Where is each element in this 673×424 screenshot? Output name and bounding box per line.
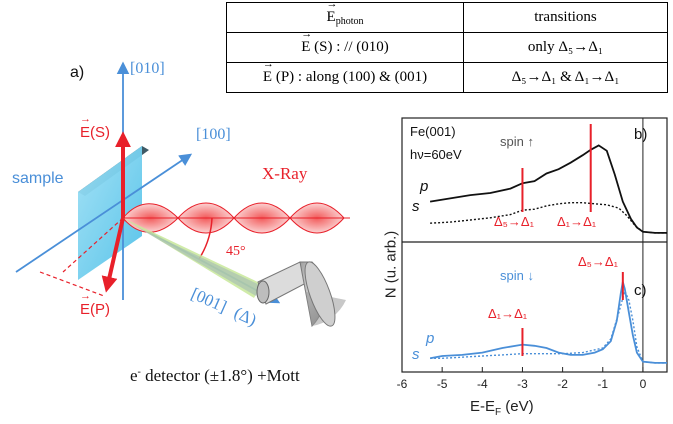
electron-detector xyxy=(256,261,346,328)
series-p-panel-b xyxy=(429,144,667,234)
polarization-cell: (P) : along (100) & (001) xyxy=(275,69,428,85)
curve-p-label-b: p xyxy=(420,178,429,195)
e-s-text: (S) xyxy=(90,124,111,141)
vector-symbol: E xyxy=(263,58,272,86)
detector-cone-shadow xyxy=(135,226,262,296)
x-tick-label: -3 xyxy=(517,377,528,391)
x-tick-label: -1 xyxy=(597,377,608,391)
geometry-diagram xyxy=(15,61,350,328)
x-axis-unit: (eV) xyxy=(501,398,534,415)
detector-prefix: e xyxy=(130,366,138,385)
vector-symbol: E xyxy=(327,0,336,26)
detector-text: detector (±1.8°) +Mott xyxy=(140,366,300,385)
sample-name-label: Fe(001) xyxy=(410,124,456,139)
x-tick-label: 0 xyxy=(640,377,647,391)
detector-sup: - xyxy=(137,366,141,378)
curve-p-label-c: p xyxy=(426,330,435,347)
table-row: E (P) : along (100) & (001) Δ₅→Δ₁ & Δ₁→Δ… xyxy=(226,58,668,93)
series-s-panel-c xyxy=(430,288,667,364)
e-s-label: E(S) xyxy=(80,113,111,141)
transition-cell: Δ₅→Δ₁ & Δ₁→Δ₁ xyxy=(463,62,668,93)
table-header-transitions: transitions xyxy=(463,2,668,33)
curve-s-label-b: s xyxy=(412,198,420,215)
xray-label: X-Ray xyxy=(262,164,308,183)
spin-up-label: spin ↑ xyxy=(500,134,534,149)
sample-plate xyxy=(78,146,142,280)
vector-symbol: E xyxy=(301,28,310,56)
annotation-c-1: Δ₁→Δ₁ xyxy=(488,306,528,321)
x-axis-sub: F xyxy=(495,407,502,418)
transition-cell: only Δ₅→Δ₁ xyxy=(463,32,668,63)
table-header-row: Ephoton transitions xyxy=(226,0,668,33)
annotation-b-1: Δ₅→Δ₁ xyxy=(494,214,534,229)
spin-down-label: spin ↓ xyxy=(500,268,534,283)
xray-wave xyxy=(122,202,350,234)
transitions-table: Ephoton transitions E (S) : // (010) onl… xyxy=(226,0,668,93)
vector-symbol: E xyxy=(80,113,90,141)
e-p-vector xyxy=(101,217,125,293)
axis-100-line xyxy=(15,153,193,273)
polarization-cell: (S) : // (010) xyxy=(314,39,389,55)
x-axis-text: E-E xyxy=(470,398,496,415)
angle-label: 45° xyxy=(226,244,246,259)
panel-label-a: a) xyxy=(70,64,85,81)
table-header-field: Ephoton xyxy=(226,0,464,33)
sample-label: sample xyxy=(12,170,64,187)
projection-line xyxy=(39,271,105,297)
annotation-b-2: Δ₁→Δ₁ xyxy=(557,214,597,229)
series-p-panel-c xyxy=(429,281,667,364)
e-p-label: E(P) xyxy=(80,290,111,318)
x-tick-label: -4 xyxy=(477,377,488,391)
series-s-panel-b xyxy=(430,202,667,234)
y-axis-label: N (u. arb.) xyxy=(382,230,400,299)
vector-symbol: E xyxy=(80,290,90,318)
e-p-text: (P) xyxy=(90,301,111,318)
curve-s-label-c: s xyxy=(412,346,420,363)
x-axis-label: E-EF (eV) xyxy=(470,398,534,418)
axis-100-label: [100] xyxy=(196,126,231,143)
subscript: photon xyxy=(335,15,364,27)
panel-b-label: b) xyxy=(634,126,648,143)
panel-c-label: c) xyxy=(634,282,647,299)
detector-label: e- detector (±1.8°) +Mott xyxy=(130,366,300,386)
axis-010-label: [010] xyxy=(130,60,165,77)
x-tick-label: -5 xyxy=(437,377,448,391)
annotation-c-2: Δ₅→Δ₁ xyxy=(578,254,618,269)
photon-energy-label: hν=60eV xyxy=(410,147,462,162)
x-tick-label: -2 xyxy=(557,377,568,391)
